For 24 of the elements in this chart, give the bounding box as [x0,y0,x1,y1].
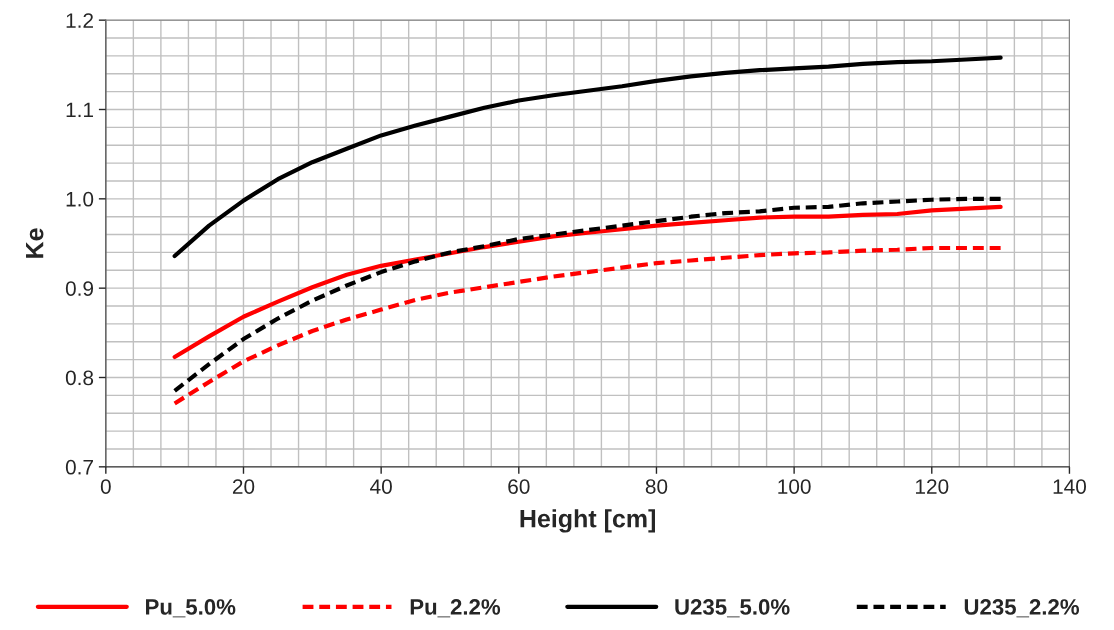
legend-label: U235_2.2% [964,599,1080,618]
y-axis-title: Ke [26,228,44,258]
line-series [172,196,1003,393]
x-axis-title: Height [cm] [520,509,655,533]
y-tick-label: 1.1 [66,102,94,118]
x-tick-label: 140 [1053,479,1087,494]
y-tick-label: 1.0 [66,191,94,207]
x-tick-label: 0 [100,479,111,494]
legend-label: U235_5.0% [675,599,790,618]
legend-label: Pu_5.0% [146,599,236,618]
x-tick-label: 40 [370,479,392,494]
y-tick-label: 1.2 [66,13,93,28]
y-tick-label: 0.8 [65,370,94,386]
x-tick-label: 60 [508,479,530,494]
line-series [172,204,1003,360]
line-series [172,55,1003,259]
y-tick-label: 0.9 [65,281,94,296]
x-tick-label: 20 [232,479,255,494]
line-series [172,245,1003,406]
x-tick-label: 100 [778,479,811,494]
legend-label: Pu_2.2% [410,599,501,618]
x-tick-label: 120 [915,479,949,494]
x-tick-label: 80 [645,479,668,494]
y-tick-label: 0.7 [65,459,93,475]
